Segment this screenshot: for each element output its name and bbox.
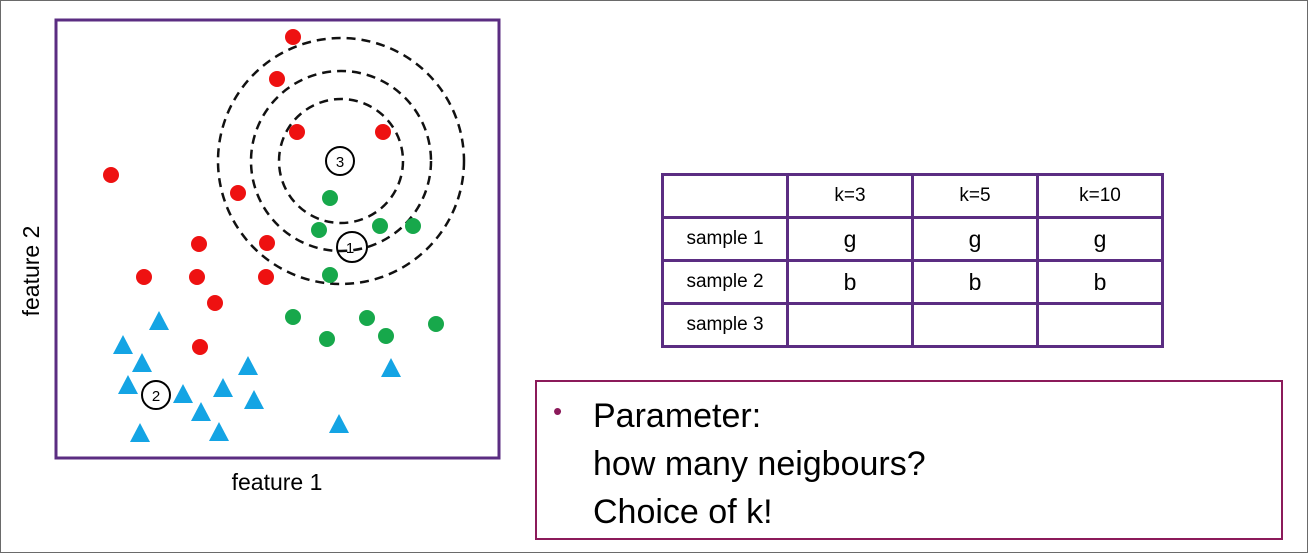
- query-sample-2: 2: [141, 380, 171, 410]
- blue-class-triangle: [113, 335, 133, 354]
- y-axis-label: feature 2: [18, 226, 44, 317]
- table-row: sample 2 b b b: [661, 259, 1164, 305]
- sample-1-marker: [336, 231, 368, 263]
- neighbourhood-circle-k5: [249, 69, 433, 253]
- parameter-note-text: Parameter: how many neigbours? Choice of…: [593, 392, 926, 536]
- query-sample-1: 1: [336, 231, 368, 263]
- red-class-point: [289, 124, 305, 140]
- row-header-sample-3: sample 3: [661, 302, 789, 348]
- table-cell: g: [786, 216, 914, 262]
- red-class-point: [259, 235, 275, 251]
- neighbourhood-circle-k10: [216, 36, 466, 286]
- green-class-point: [322, 267, 338, 283]
- blue-class-triangle: [132, 353, 152, 372]
- table-cell: b: [1036, 259, 1164, 305]
- green-class-point: [319, 331, 335, 347]
- row-header-sample-1: sample 1: [661, 216, 789, 262]
- red-class-point: [192, 339, 208, 355]
- data-points: [103, 29, 444, 442]
- green-class-point: [428, 316, 444, 332]
- red-class-point: [103, 167, 119, 183]
- red-class-point: [285, 29, 301, 45]
- table-cell: [911, 302, 1039, 348]
- blue-class-triangle: [244, 390, 264, 409]
- blue-class-triangle: [173, 384, 193, 403]
- sample-1-label: 1: [346, 240, 354, 257]
- blue-class-triangle: [329, 414, 349, 433]
- green-class-point: [359, 310, 375, 326]
- red-class-point: [136, 269, 152, 285]
- red-class-point: [269, 71, 285, 87]
- blue-class-triangle: [209, 422, 229, 441]
- blue-class-triangle: [238, 356, 258, 375]
- red-class-point: [375, 124, 391, 140]
- red-class-point: [207, 295, 223, 311]
- parameter-note-box: • Parameter: how many neigbours? Choice …: [535, 380, 1283, 540]
- table-row: sample 3: [661, 302, 1164, 348]
- table-cell: g: [911, 216, 1039, 262]
- note-line: how many neigbours?: [593, 445, 926, 483]
- note-line: Parameter:: [593, 397, 762, 435]
- row-header-sample-2: sample 2: [661, 259, 789, 305]
- green-class-point: [405, 218, 421, 234]
- red-class-point: [258, 269, 274, 285]
- sample-2-marker: [141, 380, 171, 410]
- green-class-point: [378, 328, 394, 344]
- neighbourhood-circles: [216, 36, 466, 286]
- table-row: sample 1 g g g: [661, 216, 1164, 262]
- neighbourhood-circle-k3: [277, 97, 405, 225]
- green-class-point: [311, 222, 327, 238]
- table-cell: g: [1036, 216, 1164, 262]
- green-class-point: [372, 218, 388, 234]
- table-corner-cell: [661, 173, 789, 219]
- blue-class-triangle: [381, 358, 401, 377]
- query-sample-3: 3: [325, 146, 355, 176]
- x-axis-label: feature 1: [232, 469, 323, 495]
- red-class-point: [189, 269, 205, 285]
- blue-class-triangle: [118, 375, 138, 394]
- note-line: Choice of k!: [593, 493, 773, 531]
- blue-class-triangle: [149, 311, 169, 330]
- red-class-point: [191, 236, 207, 252]
- column-header-k10: k=10: [1036, 173, 1164, 219]
- sample-2-label: 2: [152, 388, 160, 405]
- blue-class-triangle: [130, 423, 150, 442]
- green-class-point: [285, 309, 301, 325]
- green-class-point: [322, 190, 338, 206]
- column-header-k3: k=3: [786, 173, 914, 219]
- bullet-icon: •: [553, 396, 563, 426]
- column-header-k5: k=5: [911, 173, 1039, 219]
- knn-results-table: k=3 k=5 k=10 sample 1 g g g sample 2 b b…: [661, 173, 1164, 348]
- plot-frame: [54, 18, 501, 460]
- red-class-point: [230, 185, 246, 201]
- blue-class-triangle: [191, 402, 211, 421]
- sample-3-marker: [325, 146, 355, 176]
- table-cell: b: [786, 259, 914, 305]
- blue-class-triangle: [213, 378, 233, 397]
- table-cell: [1036, 302, 1164, 348]
- table-cell: [786, 302, 914, 348]
- table-header-row: k=3 k=5 k=10: [661, 173, 1164, 219]
- table-cell: b: [911, 259, 1039, 305]
- sample-3-label: 3: [336, 154, 344, 171]
